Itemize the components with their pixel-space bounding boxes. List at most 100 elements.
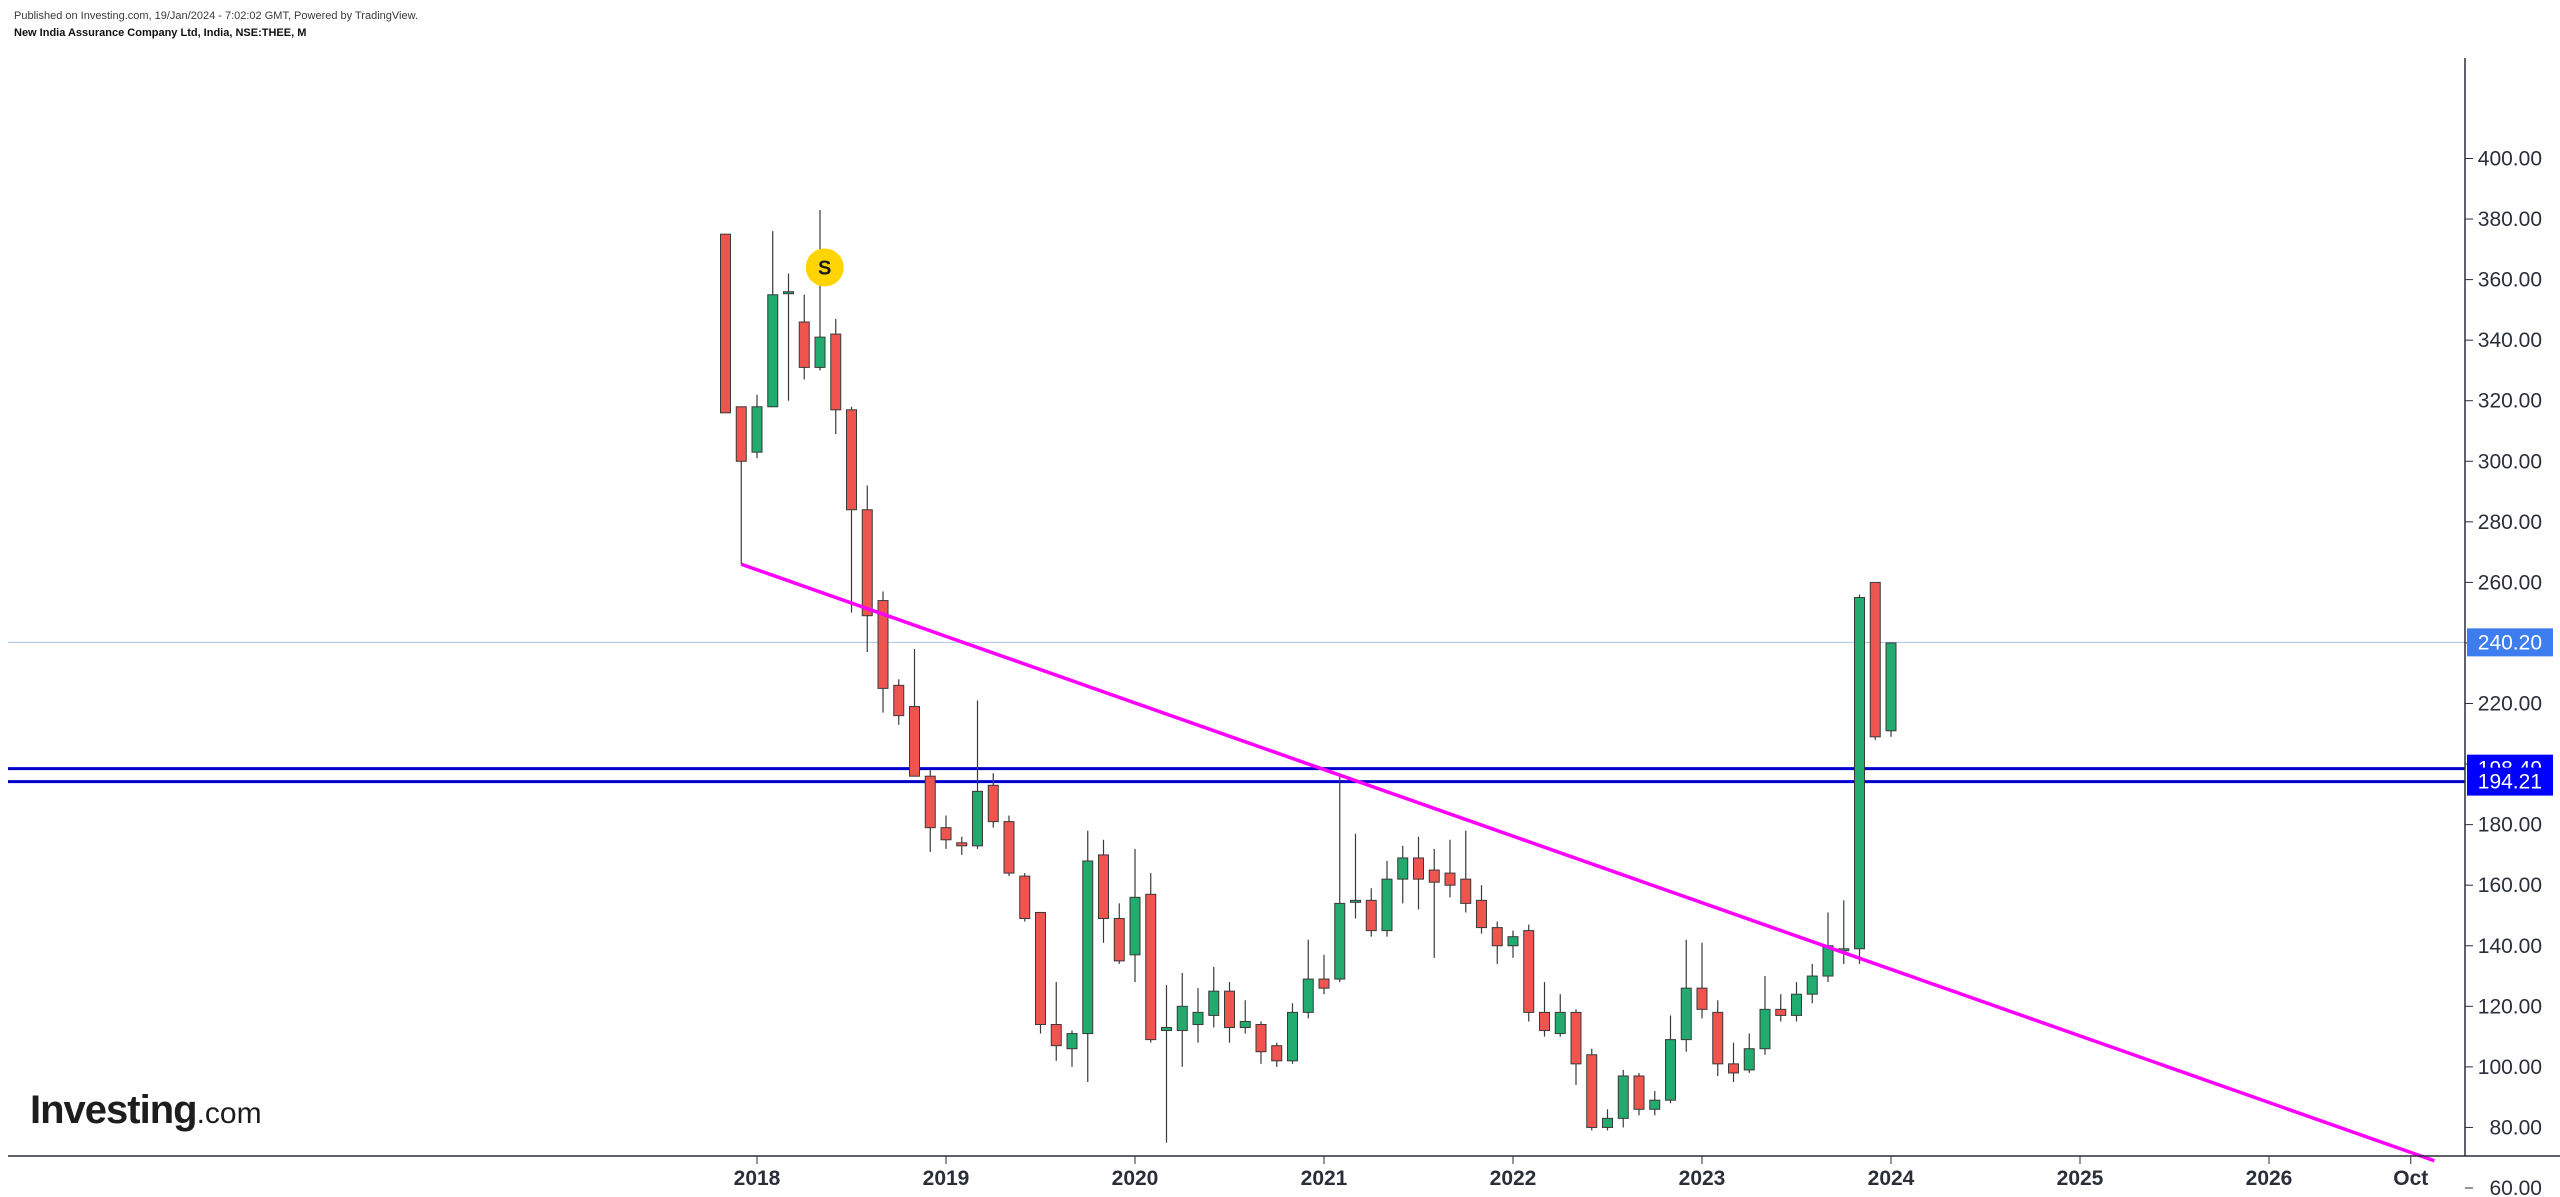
candle-body [1397, 857, 1409, 880]
x-tick-label: 2022 [1490, 1167, 1537, 1190]
x-tick-label: 2020 [1112, 1167, 1159, 1190]
candle-body [1602, 1117, 1613, 1128]
candle-body [1444, 872, 1456, 886]
candle [1413, 836, 1424, 910]
candle [1255, 1021, 1267, 1064]
y-tick-label: 100.00 [2478, 1056, 2542, 1079]
candle [1602, 1109, 1613, 1131]
candle-body [1428, 869, 1440, 883]
candle [877, 591, 889, 713]
candle-body [1113, 918, 1125, 962]
candle-body [1035, 911, 1046, 1025]
y-tick-label: 340.00 [2478, 329, 2542, 352]
candle [1098, 839, 1109, 943]
signal-marker-layer[interactable]: S [805, 248, 844, 287]
candle [830, 318, 842, 435]
y-tick-label: 300.00 [2478, 450, 2542, 473]
y-tick-label: 140.00 [2478, 935, 2542, 958]
candle [751, 394, 763, 459]
candle-body [909, 706, 920, 777]
candle-body [1570, 1011, 1582, 1065]
candle [1035, 911, 1046, 1034]
x-tick-label: 2026 [2246, 1167, 2293, 1190]
candle [1129, 848, 1141, 983]
candle [940, 815, 952, 849]
candle [1869, 581, 1881, 740]
x-axis-ticks: 2018 2019 2020 2021 2022 2023 2024 2025 2026 Oct [734, 1156, 2428, 1190]
candle [1271, 1042, 1283, 1067]
candle [1145, 873, 1157, 1043]
price-tags: 240.20198.49194.21 [2467, 628, 2553, 796]
candle-body [1381, 878, 1393, 932]
candle-body [1523, 930, 1535, 1013]
candle-body [720, 233, 731, 414]
candle-body [1098, 854, 1109, 920]
candle [1885, 642, 1897, 737]
signal-marker-label: S [818, 257, 831, 279]
candle-body [1208, 990, 1220, 1016]
candle [1224, 982, 1235, 1043]
candle-body [735, 406, 747, 462]
candle [1791, 982, 1802, 1022]
candle-body [956, 842, 968, 847]
candle [1350, 833, 1361, 919]
candle [1334, 773, 1346, 983]
y-tick-label: 120.00 [2478, 995, 2542, 1018]
candle-body [1460, 878, 1472, 904]
candle-body [1082, 860, 1094, 1035]
candle-body [846, 409, 857, 511]
candle [1239, 1000, 1251, 1034]
y-tick-label: 260.00 [2478, 571, 2542, 594]
candle-body [1539, 1011, 1550, 1032]
candle-body [1507, 936, 1519, 947]
x-tick-label: 2025 [2057, 1167, 2104, 1190]
candle [1665, 1015, 1676, 1104]
x-tick-label: Oct [2393, 1167, 2428, 1190]
candle [1476, 885, 1487, 934]
candle [767, 231, 779, 408]
candle [1161, 985, 1172, 1143]
trendline-layer [740, 562, 2435, 1163]
candle-body [987, 784, 999, 823]
x-tick-label: 2019 [923, 1167, 970, 1190]
y-tick-label: 360.00 [2478, 269, 2542, 292]
candle [1318, 954, 1330, 995]
candle [720, 233, 731, 414]
candle [1208, 966, 1220, 1028]
candle-body [861, 509, 873, 617]
candle [1066, 1030, 1078, 1067]
candle-body [1885, 642, 1897, 732]
candle [924, 770, 936, 852]
candle-body [1617, 1075, 1629, 1119]
candle-body [1491, 927, 1503, 947]
candle [1523, 924, 1535, 1022]
candle-body [767, 294, 779, 408]
candle-body [1161, 1027, 1172, 1032]
candle [1287, 1003, 1298, 1064]
candle [1491, 921, 1503, 964]
candle [1806, 963, 1818, 1004]
y-tick-label: 60.00 [2489, 1177, 2542, 1197]
candle-body [1791, 993, 1802, 1016]
candle-body [1759, 1008, 1771, 1050]
descending-trendline [740, 562, 2435, 1163]
candle [1365, 888, 1377, 937]
y-tick-label: 400.00 [2478, 147, 2542, 170]
candle [1539, 982, 1550, 1037]
candle-body [1806, 975, 1818, 995]
candle [972, 700, 983, 849]
candle [1696, 942, 1708, 1019]
x-tick-label: 2021 [1301, 1167, 1348, 1190]
candle [814, 209, 826, 371]
candle [1617, 1069, 1629, 1128]
candle [1113, 903, 1125, 964]
candle-body [1255, 1023, 1267, 1053]
support-levels-layer [8, 767, 2465, 784]
candle-body [1192, 1011, 1204, 1025]
candle [861, 485, 873, 653]
candles-layer [720, 209, 1897, 1143]
candle [987, 773, 999, 828]
candle-body [1633, 1075, 1645, 1110]
x-tick-label: 2023 [1679, 1167, 1726, 1190]
